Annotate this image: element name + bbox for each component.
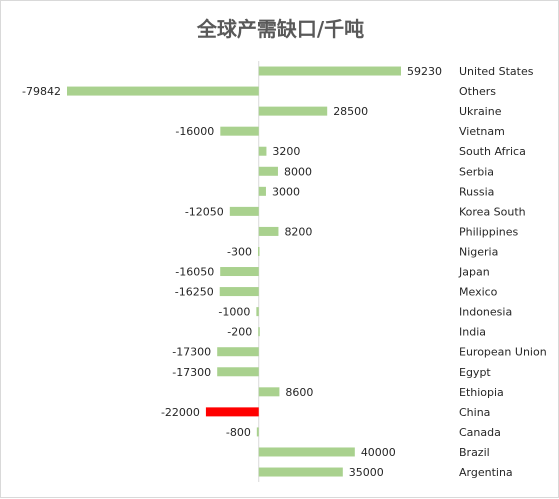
value-label: 8200 — [284, 225, 312, 238]
bar-ethiopia — [258, 387, 280, 397]
category-label: Indonesia — [459, 306, 512, 319]
bar-korea-south — [229, 206, 259, 216]
value-label: -16050 — [175, 266, 214, 279]
bar-argentina — [258, 467, 343, 477]
category-label: Canada — [459, 426, 501, 439]
category-label: China — [459, 406, 490, 419]
bar-european-union — [217, 347, 259, 357]
bar-indonesia — [256, 307, 259, 317]
category-label: Ethiopia — [459, 386, 504, 399]
value-label: -79842 — [22, 85, 61, 98]
value-label: 3000 — [272, 185, 300, 198]
category-label: Serbia — [459, 165, 494, 178]
value-label: 40000 — [361, 446, 396, 459]
category-label: India — [459, 326, 486, 339]
bar-philippines — [258, 226, 279, 236]
value-label: -300 — [227, 245, 252, 258]
category-label: Others — [459, 85, 496, 98]
category-label: South Africa — [459, 145, 526, 158]
category-label: Korea South — [459, 205, 526, 218]
value-label: -200 — [227, 326, 252, 339]
bar-egypt — [217, 367, 259, 377]
value-label: -16000 — [175, 125, 214, 138]
bar-japan — [220, 267, 259, 277]
bar-united-states — [258, 66, 401, 76]
value-label: 8600 — [285, 386, 313, 399]
bar-russia — [258, 186, 266, 196]
category-label: European Union — [459, 346, 547, 359]
bar-ukraine — [258, 106, 328, 116]
category-label: Egypt — [459, 366, 491, 379]
value-label: 28500 — [333, 105, 368, 118]
value-label: -16250 — [175, 286, 214, 299]
category-label: Argentina — [459, 466, 513, 479]
bar-china — [205, 407, 259, 417]
bar-mexico — [219, 287, 259, 297]
category-label: Brazil — [459, 446, 490, 459]
value-label: -1000 — [218, 306, 250, 319]
category-label: Nigeria — [459, 245, 498, 258]
bar-brazil — [258, 447, 355, 457]
value-label: -22000 — [161, 406, 200, 419]
value-label: -17300 — [172, 346, 211, 359]
value-label: -12050 — [185, 205, 224, 218]
value-label: 3200 — [272, 145, 300, 158]
value-label: 8000 — [284, 165, 312, 178]
category-label: Vietnam — [459, 125, 505, 138]
value-label: 35000 — [349, 466, 384, 479]
bar-others — [67, 86, 259, 96]
bar-canada — [256, 427, 259, 437]
value-label: 59230 — [407, 65, 442, 78]
bar-india — [258, 327, 260, 337]
value-label: -800 — [226, 426, 251, 439]
category-label: Philippines — [459, 225, 519, 238]
category-label: Mexico — [459, 286, 498, 299]
category-label: Russia — [459, 185, 494, 198]
bar-serbia — [258, 166, 278, 176]
category-label: United States — [459, 65, 534, 78]
category-label: Ukraine — [459, 105, 502, 118]
bar-south-africa — [258, 146, 267, 156]
value-label: -17300 — [172, 366, 211, 379]
bar-vietnam — [220, 126, 259, 136]
chart-title: 全球产需缺口/千吨 — [196, 17, 365, 41]
bar-nigeria — [258, 246, 260, 256]
category-label: Japan — [458, 266, 490, 279]
